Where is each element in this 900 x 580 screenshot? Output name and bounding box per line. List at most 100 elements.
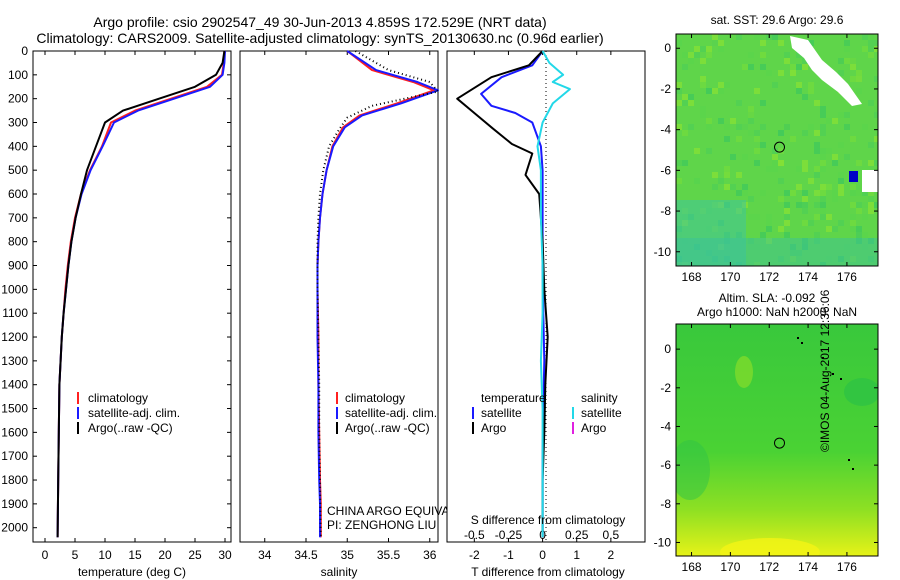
salinity-panel: 34 34.5 35 35.5 36 salinity climatology sate… [239,50,481,579]
map-x-tick-label: 174 [798,270,818,284]
x-tick-label: 1 [573,548,580,562]
legend-argo-label: Argo(..raw -QC) [88,421,173,435]
sst-missing-data [790,36,862,106]
salinity-axes-frame [239,50,439,543]
difference-legend: temperature satellite Argo salinity sate… [472,391,622,435]
x-tick-label: 34.5 [294,548,318,562]
x-tick-label: -2 [469,548,480,562]
map-y-tick-label: -4 [660,419,671,433]
x-tick-label: 30 [218,548,232,562]
map-y-tick-label: -10 [654,535,672,549]
map-x-tick-label: 176 [837,270,857,284]
sst-map-title: sat. SST: 29.6 Argo: 29.6 [711,13,844,27]
legend-s-argo-label: Argo [581,421,607,435]
legend-salinity-title: salinity [581,391,618,405]
map-y-tick-label: 0 [664,342,671,356]
y-tick-label: 300 [8,116,28,130]
salinity-legend: climatology satellite-adj. clim. Argo(..… [336,391,437,435]
legend-t-satellite-label: satellite [481,406,522,420]
difference-panel: -2 -1 0 1 2 -0.5 -0.25 0 0.25 0.5 S difference f… [446,50,646,579]
legend-satellite-label: satellite-adj. clim. [88,406,180,420]
series-line-s-satellite [536,50,571,538]
sla-high-patch [735,356,753,388]
y-tick-label: 1500 [1,402,28,416]
map-y-tick-label: -6 [660,458,671,472]
map-x-tick-label: 168 [682,270,702,284]
sst-cool-patch [676,200,746,266]
t-difference-axis-label: T difference from climatology [471,565,625,579]
sla-low-patch [676,440,710,500]
y-tick-label: 100 [8,68,28,82]
legend-climatology-label: climatology [88,391,148,405]
map-x-tick-label: 174 [798,560,818,574]
sst-map-frame [675,33,879,267]
map-y-tick-label: -8 [660,204,671,218]
s-tick-label: 0.25 [565,528,589,542]
y-tick-label: 0 [21,44,28,58]
legend-climatology-label: climatology [345,391,405,405]
s-difference-axis-label: S difference from climatology [471,513,626,527]
s-tick-label: -0.5 [464,528,485,542]
salinity-axis-label: salinity [321,565,358,579]
x-tick-label: 15 [128,548,142,562]
sla-map-frame [675,323,879,557]
legend-t-argo-label: Argo [481,421,507,435]
salinity-x-axis: 34 34.5 35 35.5 36 [258,51,437,562]
imos-timestamp: ©IMOS 04-Aug-2017 12:36:06 [818,289,832,452]
y-tick-label: 800 [8,235,28,249]
legend-temperature-title: temperature [481,391,546,405]
map-y-tick-label: -8 [660,497,671,511]
pi-annotation: PI: ZENGHONG LIU [327,518,436,532]
map-y-tick-label: 0 [664,41,671,55]
x-tick-label: 5 [72,548,79,562]
sla-field [676,324,878,556]
y-tick-label: 500 [8,163,28,177]
sst-map-axes: 168 170 172 174 176 0 -2 -4 -6 -8 -10 [654,34,878,284]
map-y-tick-label: -2 [660,381,671,395]
y-tick-label: 700 [8,211,28,225]
map-x-tick-label: 170 [720,560,740,574]
legend-argo-label: Argo(..raw -QC) [345,421,430,435]
y-tick-label: 1100 [2,306,28,320]
s-difference-x-axis: -0.5 -0.25 0 0.25 0.5 [464,528,620,542]
temperature-axis-label: temperature (deg C) [78,565,186,579]
y-tick-label: 1200 [1,330,28,344]
x-tick-label: -1 [503,548,514,562]
x-tick-label: 35 [341,548,355,562]
y-tick-label: 1000 [1,282,28,296]
sla-map-axes: 168 170 172 174 176 0 -2 -4 -6 -8 -10 [654,324,878,574]
sst-cold-pixel [849,171,858,182]
data-centre-annotation: CHINA ARGO EQUIVALENT [327,504,481,518]
sla-map-title-2: Argo h1000: NaN h2000: NaN [697,305,857,319]
y-tick-label: 1900 [1,497,28,511]
y-tick-label: 1600 [1,425,28,439]
s-tick-label: -0.25 [495,528,523,542]
map-x-tick-label: 172 [759,270,779,284]
map-y-tick-label: -2 [660,82,671,96]
y-tick-label: 2000 [1,521,28,535]
figure-title-line-2: Climatology: CARS2009. Satellite-adjuste… [36,30,604,46]
sst-map-panel: sat. SST: 29.6 Argo: 29.6 168 170 172 174 17… [654,13,879,284]
x-tick-label: 20 [158,548,172,562]
map-y-tick-label: -10 [654,245,672,259]
legend-satellite-label: satellite-adj. clim. [345,406,437,420]
difference-series [456,50,571,538]
x-tick-label: 25 [188,548,202,562]
series-line-satellite-adj-clim [316,50,439,538]
y-tick-label: 1300 [1,354,28,368]
y-tick-label: 600 [8,187,28,201]
y-tick-label: 1400 [1,378,28,392]
t-difference-x-axis: -2 -1 0 1 2 [469,51,615,562]
x-tick-label: 2 [608,548,615,562]
map-x-tick-label: 168 [682,560,702,574]
temperature-panel: 0100200300400500600700800900100011001200… [1,44,645,579]
x-tick-label: 36 [423,548,437,562]
sla-coastline-dots [797,337,854,470]
map-x-tick-label: 176 [837,560,857,574]
x-tick-label: 10 [98,548,112,562]
y-tick-label: 1700 [1,449,28,463]
x-tick-label: 34 [258,548,272,562]
s-tick-label: 0.5 [603,528,620,542]
x-tick-label: 35.5 [377,548,401,562]
